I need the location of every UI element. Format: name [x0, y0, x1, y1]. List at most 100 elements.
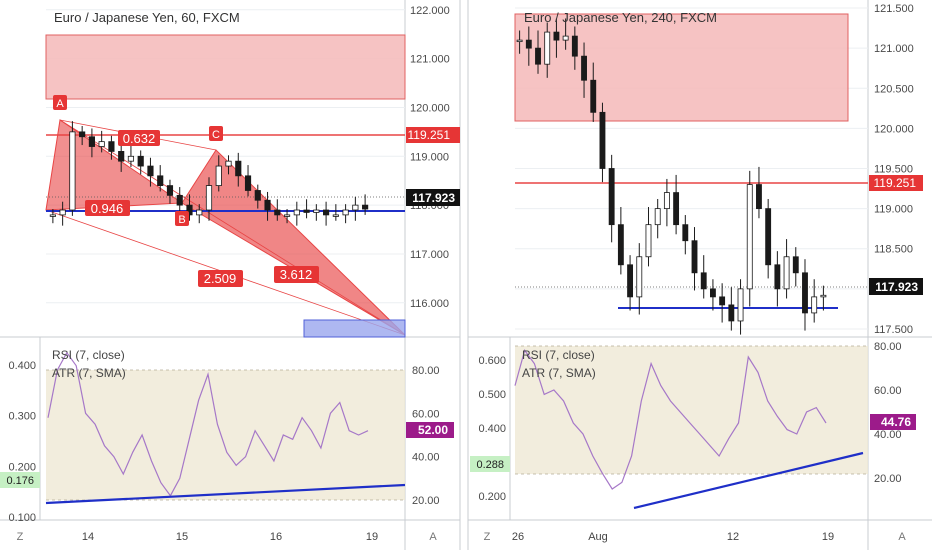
- right-candle-body: [627, 264, 634, 298]
- left-candle-body: [264, 199, 271, 211]
- ratio-label-3612: 3.612: [274, 266, 319, 283]
- right-candle-body: [673, 192, 680, 226]
- right-candle-body: [802, 272, 808, 314]
- svg-text:3.612: 3.612: [280, 267, 313, 282]
- right-candle-body: [608, 168, 615, 226]
- right-rsi-trendline: [633, 451, 864, 510]
- right-candle-body: [617, 224, 624, 266]
- pattern-point-c: C: [209, 126, 223, 141]
- left-target-box: [303, 319, 406, 338]
- left-auto-scale-toggle[interactable]: A: [429, 531, 437, 543]
- left-price-tick: 116.000: [410, 298, 449, 310]
- right-price-tick: 121.500: [874, 3, 914, 15]
- left-atr-badge: 0.176: [0, 472, 40, 488]
- right-atr-tick: 0.400: [478, 423, 506, 435]
- left-zoom-toggle[interactable]: Z: [17, 531, 24, 543]
- right-rsi-tick: 80.00: [874, 341, 902, 353]
- left-time-tick-19: 19: [366, 531, 378, 543]
- right-price-tick: 121.000: [874, 43, 914, 55]
- left-price-tick: 119.000: [410, 151, 449, 163]
- right-atr-label: ATR (7, SMA): [522, 366, 596, 380]
- left-candle-body: [59, 209, 66, 216]
- left-candle-body: [293, 209, 300, 216]
- left-price-tick: 117.000: [410, 249, 449, 261]
- right-candle-body: [792, 256, 799, 274]
- left-candle-body: [166, 185, 174, 196]
- right-rsi-tick: 40.00: [874, 429, 902, 441]
- left-candle-body: [79, 131, 86, 138]
- svg-text:44.76: 44.76: [881, 415, 911, 429]
- left-candles: [49, 121, 369, 226]
- left-candle-body: [69, 131, 76, 211]
- right-price-tick: 119.000: [874, 204, 913, 216]
- svg-text:B: B: [178, 214, 185, 226]
- right-rsi-band: [515, 346, 868, 474]
- right-chart-panel[interactable]: Euro / Japanese Yen, 240, FXCM 121.500 12…: [467, 0, 932, 550]
- left-candle-body: [235, 160, 242, 177]
- right-price-tick: 117.500: [874, 324, 913, 336]
- left-time-tick-14: 14: [82, 531, 94, 543]
- ratio-label-0946: 0.946: [85, 200, 130, 216]
- ratio-label-0632: 0.632: [118, 130, 160, 146]
- right-candle-body: [737, 288, 744, 322]
- left-chart-panel[interactable]: A B C 0.632 0.946 2.509 3.612 Euro / Jap…: [0, 0, 461, 550]
- pattern-point-a: A: [53, 95, 67, 110]
- svg-text:119.251: 119.251: [408, 128, 451, 142]
- right-candle-body: [599, 111, 606, 169]
- left-candle-body: [118, 151, 125, 162]
- left-candle-body: [49, 214, 56, 217]
- left-time-tick-15: 15: [176, 531, 188, 543]
- right-candle-body: [571, 35, 578, 57]
- right-candle-body: [774, 264, 781, 290]
- right-candle-body: [636, 256, 643, 298]
- right-candle-body: [525, 39, 532, 49]
- left-supply-zone: [45, 34, 406, 100]
- right-candle-body: [553, 31, 560, 41]
- right-candle-body: [590, 79, 597, 113]
- left-candle-body: [352, 204, 359, 211]
- right-atr-badge: 0.288: [470, 456, 510, 472]
- right-candle-body: [746, 184, 753, 290]
- left-candle-body: [176, 194, 183, 206]
- right-candle-body: [682, 224, 689, 242]
- svg-text:117.923: 117.923: [412, 191, 455, 205]
- left-candle-body: [303, 209, 310, 213]
- right-auto-scale-toggle[interactable]: A: [898, 531, 906, 543]
- right-price-tick: 119.500: [874, 164, 913, 176]
- left-chart-title: Euro / Japanese Yen, 60, FXCM: [54, 10, 240, 25]
- right-time-tick-26: 26: [512, 531, 524, 543]
- right-rsi-badge: 44.76: [870, 414, 916, 430]
- pattern-point-b: B: [175, 211, 189, 226]
- right-candle-body: [728, 304, 735, 322]
- right-candle-body: [581, 55, 587, 81]
- right-candle-body: [544, 31, 551, 65]
- left-atr-axis: 0.400 0.300 0.200 0.100: [8, 360, 36, 524]
- right-rsi-axis: 80.00 60.00 40.00 20.00: [874, 341, 902, 485]
- right-candle-body: [645, 224, 652, 258]
- left-resistance-badge: 119.251: [406, 127, 460, 143]
- left-candle-body: [88, 136, 95, 147]
- left-current-price-badge: 117.923: [406, 189, 460, 206]
- right-zoom-toggle[interactable]: Z: [484, 531, 491, 543]
- right-price-tick: 120.500: [874, 83, 914, 95]
- left-rsi-tick: 60.00: [412, 408, 440, 420]
- svg-text:52.00: 52.00: [418, 423, 448, 437]
- right-rsi-label: RSI (7, close): [522, 348, 595, 362]
- right-chart-title: Euro / Japanese Yen, 240, FXCM: [524, 10, 717, 25]
- left-candle-body: [137, 155, 144, 167]
- left-rsi-line: [47, 351, 369, 497]
- left-candle-body: [332, 214, 339, 217]
- left-candle-body: [186, 204, 193, 216]
- left-candle-body: [342, 209, 349, 216]
- right-rsi-tick: 20.00: [874, 473, 902, 485]
- left-candle-body: [147, 165, 154, 177]
- left-candle-body: [254, 190, 261, 201]
- left-candle-body: [215, 165, 222, 186]
- svg-text:2.509: 2.509: [204, 271, 237, 286]
- right-atr-tick: 0.500: [478, 389, 506, 401]
- svg-text:119.251: 119.251: [874, 176, 917, 190]
- left-candle-body: [274, 209, 281, 216]
- left-rsi-axis: 80.00 60.00 40.00 20.00: [412, 365, 440, 507]
